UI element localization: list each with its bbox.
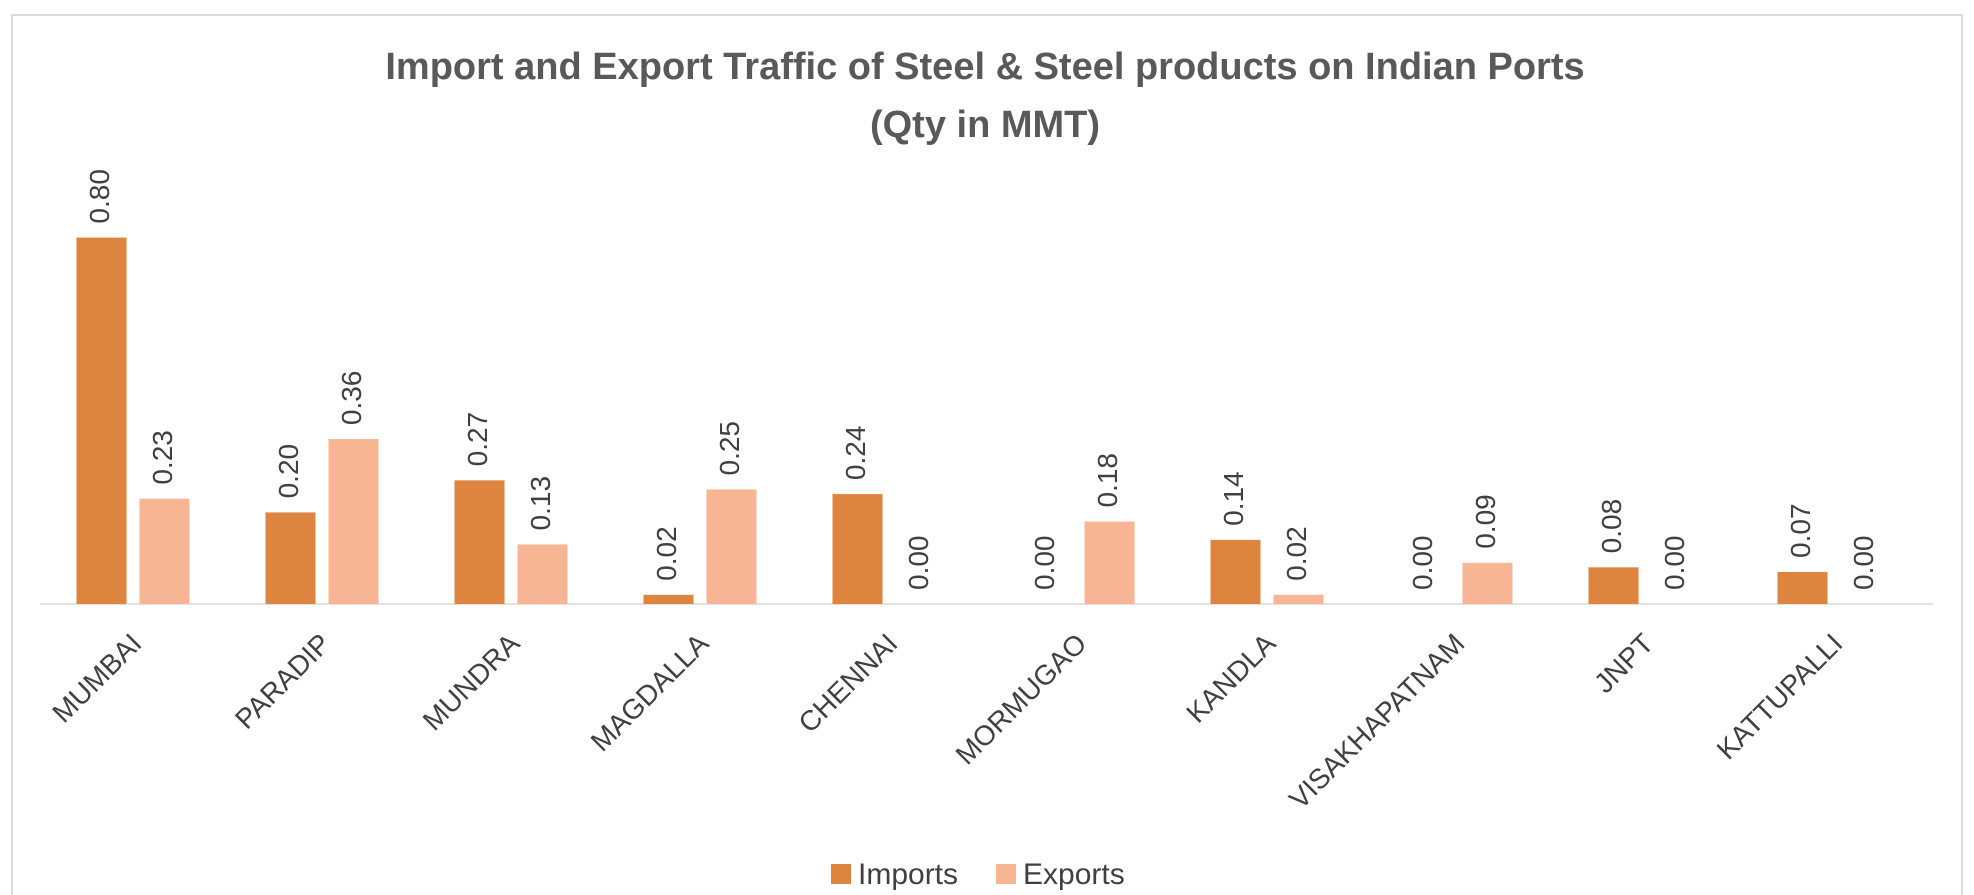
bar [1777,571,1828,604]
bar [328,439,379,604]
data-label: 0.20 [273,444,304,499]
bar [139,498,190,604]
data-label: 0.23 [147,430,178,485]
data-label: 0.13 [525,476,556,531]
data-label: 0.08 [1596,499,1627,554]
data-label: 0.02 [1281,526,1312,581]
bar [1588,567,1639,604]
chart-title: Import and Export Traffic of Steel & Ste… [385,46,1584,88]
data-label: 0.00 [903,536,934,591]
chart-subtitle: (Qty in MMT) [870,104,1100,146]
bar [706,489,757,604]
bar [265,512,316,604]
data-label: 0.02 [651,526,682,581]
data-label: 0.80 [84,169,115,224]
data-label: 0.24 [840,426,871,481]
data-label: 0.00 [1029,536,1060,591]
bar [832,494,883,604]
data-label: 0.27 [462,412,493,467]
bar [643,594,694,604]
data-label: 0.36 [336,371,367,426]
data-label: 0.09 [1470,494,1501,549]
legend-swatch [996,864,1017,884]
legend-label: Imports [858,858,958,891]
data-label: 0.18 [1092,453,1123,508]
bar [1210,539,1261,604]
bar [1273,594,1324,604]
legend-label: Exports [1023,858,1125,891]
chart-frame [11,14,1963,895]
legend-swatch [831,864,851,884]
bar [454,480,505,604]
data-label: 0.00 [1407,536,1438,591]
bar [1462,562,1513,604]
data-label: 0.00 [1848,536,1879,591]
bar [517,544,568,604]
bar [76,237,127,604]
data-label: 0.07 [1785,503,1816,558]
data-label: 0.25 [714,421,745,476]
bar [1084,521,1135,604]
data-label: 0.00 [1659,536,1690,591]
data-label: 0.14 [1218,471,1249,526]
